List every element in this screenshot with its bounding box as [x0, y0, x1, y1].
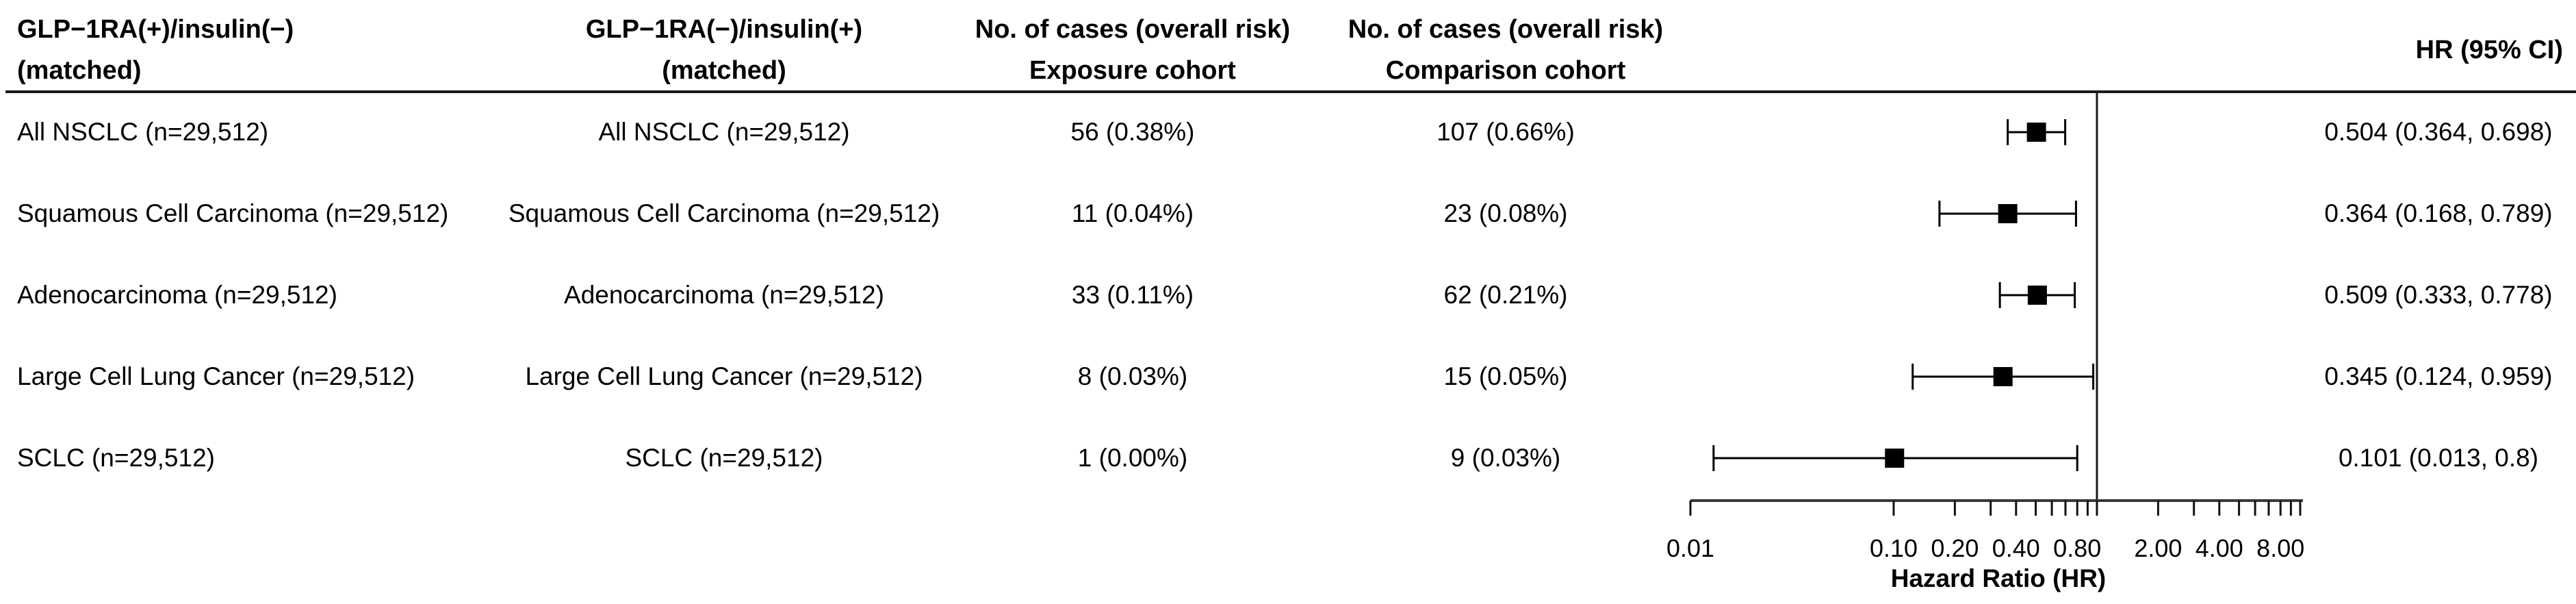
comparison-column-header-line2: (matched): [662, 56, 786, 85]
comparison-cases-header-line2: Comparison cohort: [1385, 56, 1626, 85]
hr-ci-column-header: HR (95% CI): [2415, 36, 2563, 64]
hr-ci-value: 0.345 (0.124, 0.959): [2324, 362, 2553, 390]
comparison-cases-value: 15 (0.05%): [1443, 362, 1568, 390]
exposure-cohort-label: Adenocarcinoma (n=29,512): [17, 281, 337, 309]
comparison-cases-value: 9 (0.03%): [1450, 444, 1561, 472]
comparison-cohort-label: Squamous Cell Carcinoma (n=29,512): [508, 199, 940, 227]
comparison-column-header-line1: GLP−1RA(−)/insulin(+): [585, 15, 863, 44]
axis-tick-label: 0.40: [1992, 534, 2040, 562]
hr-point-marker: [2026, 123, 2046, 142]
comparison-cases-value: 107 (0.66%): [1437, 118, 1575, 146]
exposure-cases-value: 56 (0.38%): [1070, 118, 1195, 146]
axis-tick-label: 0.10: [1870, 534, 1918, 562]
exposure-cases-value: 11 (0.04%): [1071, 199, 1194, 227]
exposure-cases-value: 1 (0.00%): [1077, 444, 1188, 472]
exposure-cases-header-line1: No. of cases (overall risk): [975, 15, 1291, 44]
comparison-cohort-label: All NSCLC (n=29,512): [598, 118, 850, 146]
comparison-cases-value: 62 (0.21%): [1443, 281, 1568, 309]
axis-tick-label: 2.00: [2134, 534, 2182, 562]
comparison-cohort-label: SCLC (n=29,512): [625, 444, 823, 472]
hr-point-marker: [1993, 367, 2013, 386]
axis-tick-label: 0.20: [1931, 534, 1979, 562]
exposure-cases-value: 8 (0.03%): [1077, 362, 1188, 390]
exposure-column-header-line1: GLP−1RA(+)/insulin(−): [17, 15, 294, 44]
comparison-cases-header-line1: No. of cases (overall risk): [1348, 15, 1664, 44]
hr-ci-value: 0.101 (0.013, 0.8): [2338, 444, 2539, 472]
exposure-cohort-label: All NSCLC (n=29,512): [17, 118, 269, 146]
hr-ci-value: 0.504 (0.364, 0.698): [2324, 118, 2553, 146]
header-divider-rule: [5, 90, 2576, 93]
exposure-cohort-label: Squamous Cell Carcinoma (n=29,512): [17, 199, 449, 227]
exposure-cohort-label: Large Cell Lung Cancer (n=29,512): [17, 362, 415, 390]
hr-point-marker: [1885, 449, 1905, 468]
hr-point-marker: [1998, 204, 2018, 223]
hr-ci-value: 0.509 (0.333, 0.778): [2324, 281, 2553, 309]
exposure-column-header-line2: (matched): [17, 56, 142, 85]
hr-point-marker: [2027, 286, 2047, 305]
axis-tick-label: 0.80: [2053, 534, 2101, 562]
exposure-cases-value: 33 (0.11%): [1071, 281, 1194, 309]
x-axis-title: Hazard Ratio (HR): [1890, 564, 2107, 592]
axis-tick-label: 4.00: [2195, 534, 2243, 562]
exposure-cohort-label: SCLC (n=29,512): [17, 444, 215, 472]
comparison-cases-value: 23 (0.08%): [1443, 199, 1568, 227]
exposure-cases-header-line2: Exposure cohort: [1029, 56, 1236, 85]
hr-ci-value: 0.364 (0.168, 0.789): [2324, 199, 2553, 227]
comparison-cohort-label: Adenocarcinoma (n=29,512): [564, 281, 884, 309]
comparison-cohort-label: Large Cell Lung Cancer (n=29,512): [525, 362, 923, 390]
axis-tick-label: 0.01: [1666, 534, 1714, 562]
axis-tick-label: 8.00: [2256, 534, 2304, 562]
